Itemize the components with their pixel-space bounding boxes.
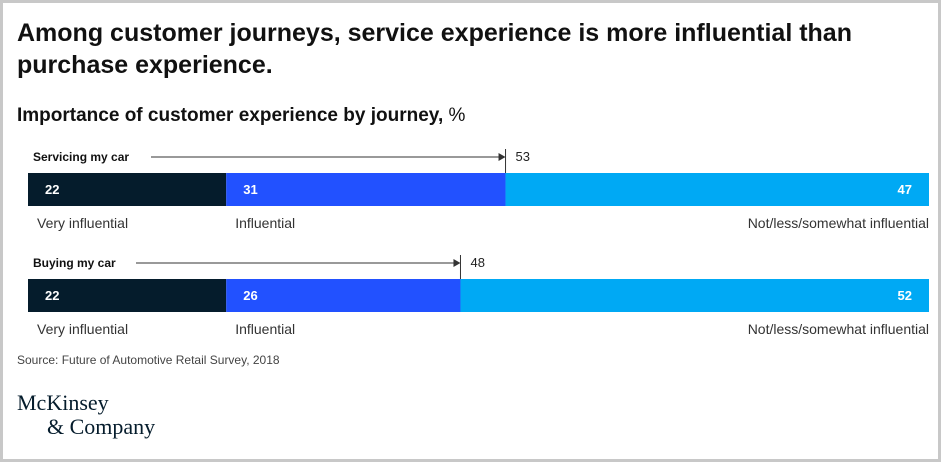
bar-segment xyxy=(28,279,227,312)
annotation-arrow-head xyxy=(498,153,506,161)
bar-segment xyxy=(226,173,506,206)
data-label: 22 xyxy=(45,182,59,197)
logo-line-2: & Company xyxy=(47,414,156,439)
stacked-bar-chart: Servicing my car 53 22 Very influential 31 In… xyxy=(28,149,929,337)
annotation-value: 48 xyxy=(470,255,484,270)
mckinsey-logo: McKinsey & Company xyxy=(17,391,155,439)
source-note: Source: Future of Automotive Retail Surv… xyxy=(17,353,280,367)
bar-segment xyxy=(505,173,929,206)
annotation-arrow-head xyxy=(453,259,461,267)
series-label: Not/less/somewhat influential xyxy=(748,321,929,337)
category-label: Servicing my car xyxy=(33,150,129,164)
chart-subtitle: Importance of customer experience by jou… xyxy=(17,104,465,128)
logo-line-1: McKinsey xyxy=(17,390,109,415)
series-label: Very influential xyxy=(37,215,128,231)
subtitle-text: Importance of customer experience by jou… xyxy=(17,105,444,126)
subtitle-unit: % xyxy=(448,105,466,126)
annotation-value: 53 xyxy=(516,149,530,164)
series-label: Very influential xyxy=(37,321,128,337)
chart-title: Among customer journeys, service experie… xyxy=(17,19,852,79)
series-label: Influential xyxy=(235,321,295,337)
data-label: 31 xyxy=(243,182,257,197)
data-label: 52 xyxy=(898,288,912,303)
bar-segment xyxy=(28,173,227,206)
bar-segment xyxy=(226,279,461,312)
series-label: Influential xyxy=(235,215,295,231)
series-label: Not/less/somewhat influential xyxy=(748,215,929,231)
data-label: 47 xyxy=(898,182,912,197)
data-label: 22 xyxy=(45,288,59,303)
category-label: Buying my car xyxy=(33,256,116,270)
bar-segment xyxy=(460,279,929,312)
data-label: 26 xyxy=(243,288,257,303)
